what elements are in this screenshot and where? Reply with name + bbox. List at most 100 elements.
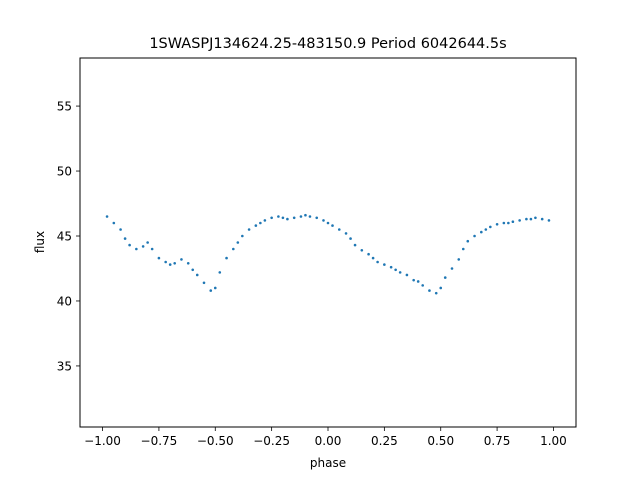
data-point [353, 243, 357, 247]
data-point [502, 221, 506, 225]
data-point [254, 224, 258, 227]
data-point [322, 219, 325, 222]
data-point [466, 239, 470, 243]
x-axis-ticks: −1.00 −0.75 −0.50 −0.25 0.00 0.25 0.50 0.75 1.00 [84, 427, 567, 448]
data-point [416, 280, 420, 283]
data-point [439, 286, 443, 290]
data-point [157, 256, 161, 260]
data-point [164, 260, 167, 264]
data-point [146, 241, 149, 244]
data-point [443, 276, 447, 279]
x-tick-label: 0.75 [484, 434, 511, 448]
data-points [105, 213, 551, 295]
data-point [367, 252, 370, 256]
data-point [331, 224, 334, 227]
data-point [232, 247, 235, 251]
data-point [511, 220, 515, 224]
data-point [105, 215, 109, 218]
data-point [180, 258, 183, 261]
data-point [450, 267, 454, 270]
x-tick-label: −0.50 [197, 434, 234, 448]
data-point [247, 228, 251, 231]
data-point [540, 217, 544, 221]
data-point [173, 261, 176, 265]
y-tick-label: 50 [57, 165, 72, 179]
data-point [123, 237, 127, 240]
data-point [270, 216, 273, 220]
data-point [405, 273, 409, 277]
x-tick-label: 0.50 [427, 434, 454, 448]
data-point [489, 225, 492, 229]
data-point [308, 215, 312, 218]
data-point [344, 232, 348, 235]
data-point [473, 234, 476, 238]
y-tick-label: 55 [57, 100, 72, 114]
x-tick-label: 0.00 [315, 434, 342, 448]
data-point [112, 221, 116, 225]
data-point [315, 216, 319, 220]
data-point [383, 263, 386, 266]
data-point [461, 247, 465, 251]
data-point [304, 213, 307, 217]
chart-title: 1SWASPJ134624.25-483150.9 Period 6042644… [149, 36, 506, 52]
data-point [135, 247, 138, 251]
data-point [389, 265, 393, 269]
data-point [495, 223, 499, 226]
data-point [202, 281, 206, 285]
data-point [191, 268, 195, 272]
data-point [518, 219, 521, 222]
data-point [128, 243, 131, 247]
data-point [209, 289, 213, 292]
y-tick-label: 45 [57, 230, 72, 244]
x-tick-label: −0.75 [141, 434, 178, 448]
data-point [213, 286, 217, 290]
data-point [394, 268, 397, 272]
data-point [277, 215, 280, 218]
data-point [236, 241, 240, 244]
data-point [412, 278, 415, 282]
y-tick-label: 40 [57, 294, 72, 308]
data-point [195, 273, 199, 277]
x-axis-label: phase [310, 456, 346, 470]
data-point [186, 261, 190, 265]
data-point [218, 271, 222, 274]
data-point [398, 271, 402, 274]
data-point [141, 245, 145, 248]
data-point [525, 217, 528, 221]
data-point [286, 217, 289, 221]
data-point [119, 228, 122, 231]
y-axis-label: flux [33, 231, 47, 253]
data-point [263, 219, 267, 222]
data-point [421, 284, 424, 287]
y-tick-label: 35 [57, 359, 72, 373]
data-point [547, 219, 551, 222]
x-tick-label: 1.00 [540, 434, 567, 448]
data-point [534, 216, 537, 220]
y-axis-ticks: 35 40 45 50 55 [57, 100, 80, 373]
data-point [299, 215, 303, 218]
data-point [150, 247, 154, 251]
data-point [292, 216, 296, 220]
data-point [281, 216, 285, 220]
data-point [360, 249, 364, 252]
data-point [259, 221, 262, 225]
data-point [168, 263, 172, 266]
data-point [428, 289, 431, 292]
x-tick-label: −1.00 [84, 434, 121, 448]
data-point [529, 217, 533, 221]
data-point [337, 228, 341, 231]
data-point [225, 256, 228, 260]
axes-frame [79, 57, 577, 428]
data-point [457, 258, 461, 261]
data-point [480, 230, 483, 234]
data-point [376, 260, 379, 264]
data-point [484, 228, 488, 231]
data-point [507, 221, 510, 225]
x-tick-label: 0.25 [371, 434, 398, 448]
data-point [241, 234, 244, 238]
data-point [326, 221, 330, 225]
data-point [349, 237, 352, 240]
data-point [371, 256, 375, 260]
